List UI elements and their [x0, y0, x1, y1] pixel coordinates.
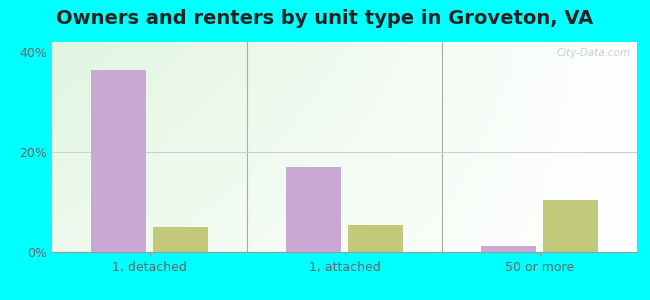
Text: Owners and renters by unit type in Groveton, VA: Owners and renters by unit type in Grove…: [57, 9, 593, 28]
Text: City-Data.com: City-Data.com: [557, 48, 631, 58]
Bar: [481, 246, 536, 252]
Bar: [286, 167, 341, 252]
Bar: [153, 227, 208, 252]
Bar: [348, 224, 403, 252]
Bar: [91, 70, 146, 252]
Bar: [543, 200, 598, 252]
